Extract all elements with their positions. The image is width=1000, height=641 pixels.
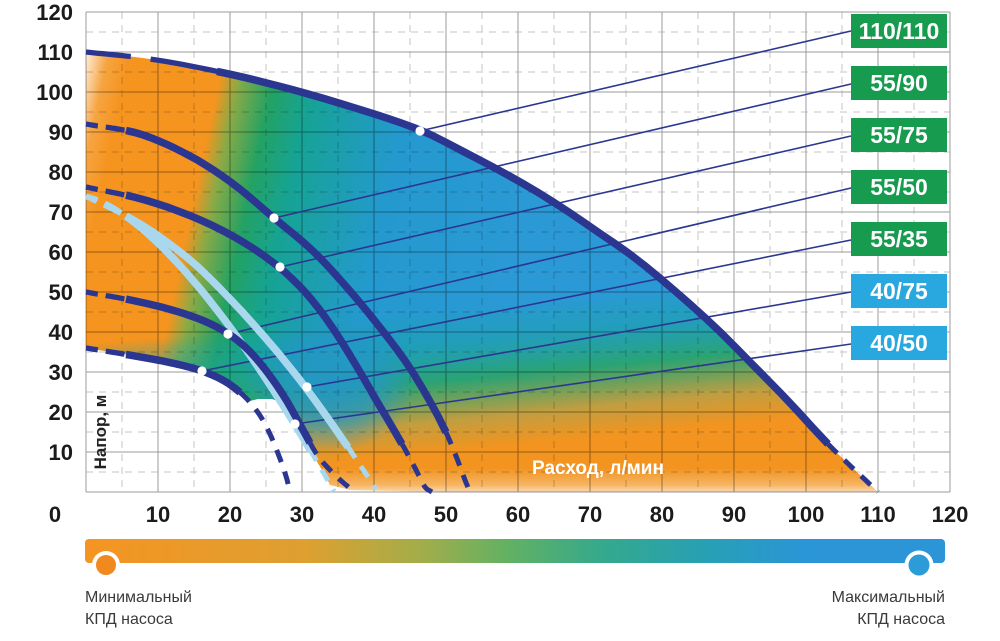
- svg-text:КПД насоса: КПД насоса: [85, 611, 173, 628]
- svg-text:50: 50: [434, 502, 458, 527]
- svg-text:55/35: 55/35: [870, 226, 928, 252]
- svg-text:20: 20: [218, 502, 242, 527]
- svg-text:40/75: 40/75: [870, 278, 928, 304]
- svg-text:0: 0: [49, 502, 61, 527]
- svg-text:110/110: 110/110: [859, 18, 940, 44]
- svg-text:60: 60: [49, 240, 73, 265]
- svg-text:60: 60: [506, 502, 530, 527]
- svg-text:50: 50: [49, 280, 73, 305]
- svg-text:30: 30: [49, 360, 73, 385]
- svg-text:10: 10: [49, 440, 73, 465]
- svg-text:90: 90: [49, 120, 73, 145]
- svg-text:120: 120: [932, 502, 969, 527]
- svg-text:Минимальный: Минимальный: [85, 589, 192, 606]
- svg-text:40/50: 40/50: [870, 330, 928, 356]
- svg-text:55/50: 55/50: [870, 174, 928, 200]
- svg-text:120: 120: [36, 0, 73, 25]
- svg-text:40: 40: [49, 320, 73, 345]
- svg-text:55/75: 55/75: [870, 122, 928, 148]
- svg-text:КПД насоса: КПД насоса: [857, 611, 945, 628]
- svg-text:10: 10: [146, 502, 170, 527]
- svg-text:110: 110: [860, 502, 896, 527]
- svg-text:100: 100: [36, 80, 73, 105]
- svg-text:100: 100: [788, 502, 825, 527]
- svg-text:90: 90: [722, 502, 746, 527]
- svg-text:Расход, л/мин: Расход, л/мин: [532, 458, 664, 479]
- svg-text:110: 110: [38, 40, 74, 65]
- svg-text:80: 80: [49, 160, 73, 185]
- svg-text:20: 20: [49, 400, 73, 425]
- svg-text:Напор, м: Напор, м: [91, 395, 110, 470]
- svg-text:70: 70: [49, 200, 73, 225]
- svg-text:70: 70: [578, 502, 602, 527]
- svg-text:Максимальный: Максимальный: [832, 589, 945, 606]
- svg-text:30: 30: [290, 502, 314, 527]
- svg-text:80: 80: [650, 502, 674, 527]
- svg-text:55/90: 55/90: [870, 70, 928, 96]
- svg-text:40: 40: [362, 502, 386, 527]
